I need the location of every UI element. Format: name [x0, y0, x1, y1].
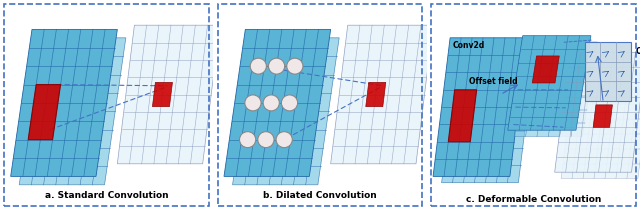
Polygon shape	[593, 105, 612, 127]
Polygon shape	[442, 44, 536, 183]
Polygon shape	[365, 82, 386, 107]
Polygon shape	[561, 59, 640, 178]
Polygon shape	[514, 42, 597, 136]
Text: b. Dilated Convolution: b. Dilated Convolution	[263, 191, 377, 200]
Text: a. Standard Convolution: a. Standard Convolution	[45, 191, 168, 200]
Polygon shape	[19, 38, 126, 185]
Circle shape	[287, 58, 303, 74]
Circle shape	[245, 95, 261, 111]
Circle shape	[239, 132, 256, 148]
Polygon shape	[117, 25, 220, 164]
Text: c. Deformable Convolution: c. Deformable Convolution	[466, 195, 601, 204]
Polygon shape	[224, 29, 331, 176]
Circle shape	[268, 58, 285, 74]
Polygon shape	[28, 84, 61, 140]
Bar	[584, 42, 632, 101]
Text: Conv2d: Conv2d	[452, 41, 484, 50]
Polygon shape	[11, 29, 117, 176]
Polygon shape	[532, 56, 559, 83]
Circle shape	[263, 95, 279, 111]
Circle shape	[282, 95, 298, 111]
Circle shape	[276, 132, 292, 148]
Polygon shape	[555, 52, 640, 172]
Polygon shape	[331, 25, 433, 164]
Polygon shape	[433, 38, 527, 176]
Polygon shape	[508, 36, 591, 130]
Circle shape	[258, 132, 274, 148]
Text: Offset field: Offset field	[469, 77, 518, 86]
Polygon shape	[232, 38, 339, 185]
Polygon shape	[448, 90, 477, 142]
Polygon shape	[152, 82, 172, 107]
Text: Offsets: Offsets	[636, 47, 640, 56]
Circle shape	[250, 58, 266, 74]
